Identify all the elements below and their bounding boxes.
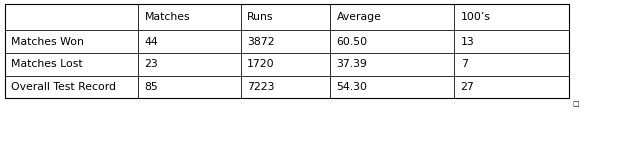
Text: 44: 44 (144, 36, 158, 47)
Bar (241, 76, 330, 98)
Text: 1720: 1720 (247, 59, 275, 69)
Text: 85: 85 (144, 82, 158, 92)
Bar (138, 4, 241, 30)
Text: Matches Won: Matches Won (11, 36, 84, 47)
Bar (138, 76, 241, 98)
Bar (454, 76, 569, 98)
Bar (454, 30, 569, 53)
Text: 54.30: 54.30 (337, 82, 368, 92)
Text: Matches Lost: Matches Lost (11, 59, 83, 69)
Text: Average: Average (337, 12, 381, 22)
Text: 27: 27 (461, 82, 474, 92)
Text: Matches: Matches (144, 12, 190, 22)
Text: Runs: Runs (247, 12, 273, 22)
Text: 23: 23 (144, 59, 158, 69)
Bar (241, 4, 330, 30)
Text: 7223: 7223 (247, 82, 274, 92)
Bar (454, 53, 569, 76)
Text: 3872: 3872 (247, 36, 274, 47)
Bar (454, 4, 569, 30)
Text: 13: 13 (461, 36, 474, 47)
Text: Overall Test Record: Overall Test Record (11, 82, 116, 92)
Bar (330, 4, 454, 30)
Bar (330, 76, 454, 98)
Bar (5, 30, 138, 53)
Text: □: □ (572, 101, 579, 107)
Bar (5, 4, 138, 30)
Text: 100’s: 100’s (461, 12, 490, 22)
Bar (5, 53, 138, 76)
Bar (241, 30, 330, 53)
Bar (138, 53, 241, 76)
Text: 37.39: 37.39 (337, 59, 368, 69)
Bar (330, 30, 454, 53)
Text: 60.50: 60.50 (337, 36, 368, 47)
Bar (330, 53, 454, 76)
Bar (5, 76, 138, 98)
Bar (138, 30, 241, 53)
Bar (241, 53, 330, 76)
Text: 7: 7 (461, 59, 467, 69)
Bar (5, 4, 569, 98)
